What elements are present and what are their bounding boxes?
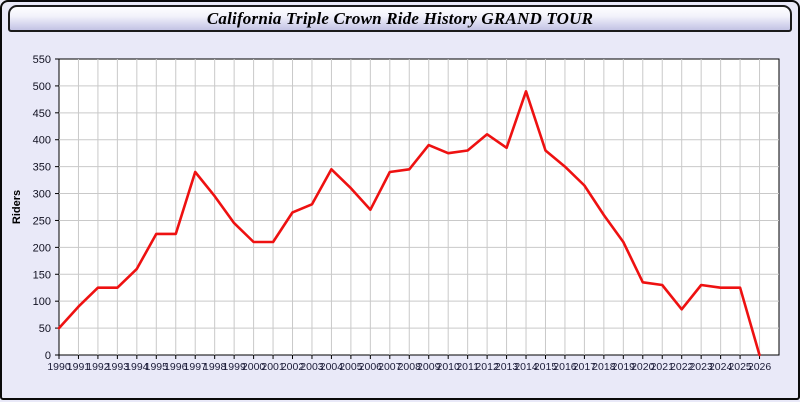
svg-text:2008: 2008 [398,361,422,373]
svg-text:2005: 2005 [339,361,363,373]
svg-text:2018: 2018 [592,361,616,373]
title-bar: California Triple Crown Ride History GRA… [8,5,792,32]
svg-text:2002: 2002 [281,361,305,373]
svg-text:1990: 1990 [47,361,71,373]
y-axis-title: Riders [11,190,23,224]
svg-text:2001: 2001 [261,361,285,373]
plot-area [58,58,780,356]
svg-text:550: 550 [33,54,51,66]
svg-text:2011: 2011 [456,361,479,373]
axis-ticks [55,58,761,359]
svg-text:1991: 1991 [67,361,91,373]
svg-text:1996: 1996 [164,361,188,373]
svg-text:2014: 2014 [514,361,538,373]
svg-text:150: 150 [33,269,51,281]
svg-text:1994: 1994 [125,361,149,373]
svg-text:2010: 2010 [437,361,461,373]
svg-text:2012: 2012 [475,361,499,373]
y-axis-labels: 0 50 100 150 200 250 300 350 400 450 500 550 [33,54,51,362]
svg-text:2016: 2016 [553,361,577,373]
svg-text:1997: 1997 [184,361,208,373]
svg-text:100: 100 [33,296,51,308]
svg-text:200: 200 [33,242,51,254]
grid [59,59,779,355]
svg-text:500: 500 [33,81,51,93]
svg-text:350: 350 [33,162,51,174]
svg-text:2015: 2015 [534,361,558,373]
svg-text:1998: 1998 [203,361,227,373]
svg-text:50: 50 [39,323,51,335]
svg-text:2021: 2021 [651,361,675,373]
svg-text:2017: 2017 [573,361,597,373]
svg-text:2025: 2025 [728,361,752,373]
svg-text:1992: 1992 [86,361,110,373]
svg-text:400: 400 [33,135,51,147]
svg-text:300: 300 [33,189,51,201]
svg-text:2007: 2007 [378,361,402,373]
svg-text:1993: 1993 [106,361,130,373]
svg-text:1995: 1995 [145,361,169,373]
svg-text:450: 450 [33,108,51,120]
svg-text:2026: 2026 [748,361,772,373]
svg-text:2009: 2009 [417,361,441,373]
svg-text:2023: 2023 [689,361,713,373]
svg-text:1999: 1999 [222,361,246,373]
x-axis-labels: 1990199119921993199419951996199719981999… [47,361,771,373]
svg-text:250: 250 [33,215,51,227]
svg-text:2006: 2006 [359,361,383,373]
svg-text:2003: 2003 [300,361,324,373]
svg-text:2022: 2022 [670,361,694,373]
svg-text:0: 0 [45,350,51,362]
page-title: California Triple Crown Ride History GRA… [206,8,594,28]
svg-text:2020: 2020 [631,361,655,373]
svg-text:2013: 2013 [495,361,519,373]
svg-text:2000: 2000 [242,361,266,373]
svg-text:2004: 2004 [320,361,344,373]
svg-text:2019: 2019 [612,361,636,373]
riders-series-line [57,90,761,357]
svg-text:2024: 2024 [709,361,733,373]
